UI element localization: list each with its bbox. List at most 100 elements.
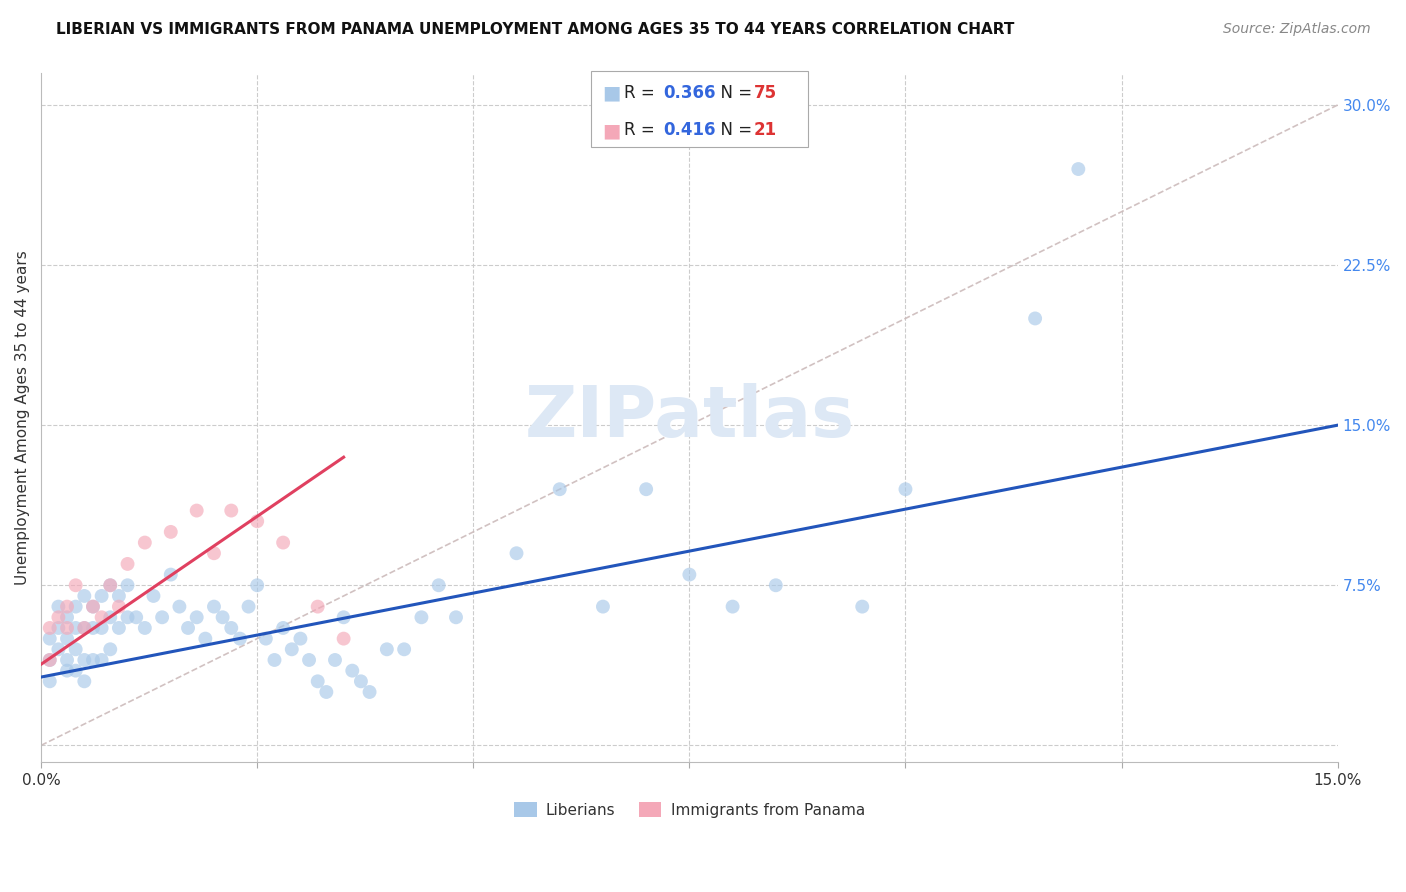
- Point: [894, 482, 917, 496]
- Point: [108, 621, 131, 635]
- Point: [298, 653, 321, 667]
- Point: [281, 642, 304, 657]
- Point: [350, 674, 373, 689]
- Point: [307, 674, 329, 689]
- Point: [38, 621, 60, 635]
- Point: [150, 610, 173, 624]
- Point: [392, 642, 415, 657]
- Point: [82, 621, 104, 635]
- Point: [134, 621, 156, 635]
- Point: [98, 642, 121, 657]
- Point: [82, 653, 104, 667]
- Point: [56, 599, 79, 614]
- Point: [56, 653, 79, 667]
- Point: [323, 653, 346, 667]
- Point: [82, 599, 104, 614]
- Text: 21: 21: [754, 121, 776, 139]
- Point: [678, 567, 700, 582]
- Point: [186, 503, 208, 517]
- Point: [125, 610, 148, 624]
- Point: [219, 621, 242, 635]
- Point: [90, 653, 112, 667]
- Y-axis label: Unemployment Among Ages 35 to 44 years: Unemployment Among Ages 35 to 44 years: [15, 251, 30, 585]
- Point: [229, 632, 252, 646]
- Point: [505, 546, 527, 560]
- Point: [108, 589, 131, 603]
- Point: [636, 482, 658, 496]
- Text: 75: 75: [754, 84, 776, 102]
- Point: [117, 610, 139, 624]
- Point: [219, 503, 242, 517]
- Point: [48, 599, 70, 614]
- Point: [142, 589, 165, 603]
- Point: [98, 610, 121, 624]
- Point: [73, 621, 96, 635]
- Point: [194, 632, 217, 646]
- Point: [721, 599, 744, 614]
- Text: LIBERIAN VS IMMIGRANTS FROM PANAMA UNEMPLOYMENT AMONG AGES 35 TO 44 YEARS CORREL: LIBERIAN VS IMMIGRANTS FROM PANAMA UNEMP…: [56, 22, 1015, 37]
- Text: N =: N =: [710, 121, 758, 139]
- Point: [186, 610, 208, 624]
- Point: [254, 632, 277, 646]
- Point: [202, 546, 225, 560]
- Point: [765, 578, 787, 592]
- Point: [211, 610, 233, 624]
- Text: Source: ZipAtlas.com: Source: ZipAtlas.com: [1223, 22, 1371, 37]
- Point: [342, 664, 364, 678]
- Point: [90, 621, 112, 635]
- Point: [307, 599, 329, 614]
- Text: ■: ■: [602, 121, 620, 140]
- Point: [82, 599, 104, 614]
- Point: [65, 621, 87, 635]
- Point: [315, 685, 337, 699]
- Point: [73, 674, 96, 689]
- Point: [65, 578, 87, 592]
- Point: [548, 482, 571, 496]
- Point: [851, 599, 873, 614]
- Point: [90, 589, 112, 603]
- Point: [246, 578, 269, 592]
- Point: [98, 578, 121, 592]
- Text: R =: R =: [624, 121, 661, 139]
- Point: [56, 610, 79, 624]
- Point: [108, 599, 131, 614]
- Point: [38, 653, 60, 667]
- Point: [159, 524, 181, 539]
- Legend: Liberians, Immigrants from Panama: Liberians, Immigrants from Panama: [508, 796, 870, 823]
- Point: [271, 535, 294, 549]
- Point: [169, 599, 191, 614]
- Point: [177, 621, 200, 635]
- Point: [375, 642, 398, 657]
- Text: N =: N =: [710, 84, 758, 102]
- Point: [290, 632, 312, 646]
- Point: [271, 621, 294, 635]
- Point: [38, 653, 60, 667]
- Point: [246, 514, 269, 528]
- Point: [202, 599, 225, 614]
- Point: [56, 632, 79, 646]
- Point: [332, 632, 354, 646]
- Point: [427, 578, 450, 592]
- Point: [90, 610, 112, 624]
- Text: ZIPatlas: ZIPatlas: [524, 384, 855, 452]
- Point: [65, 642, 87, 657]
- Point: [159, 567, 181, 582]
- Point: [1067, 162, 1090, 177]
- Point: [263, 653, 285, 667]
- Point: [73, 653, 96, 667]
- Point: [117, 578, 139, 592]
- Point: [117, 557, 139, 571]
- Point: [65, 664, 87, 678]
- Point: [65, 599, 87, 614]
- Point: [98, 578, 121, 592]
- Point: [444, 610, 467, 624]
- Point: [48, 610, 70, 624]
- Point: [411, 610, 433, 624]
- Point: [56, 664, 79, 678]
- Point: [359, 685, 381, 699]
- Point: [38, 632, 60, 646]
- Point: [134, 535, 156, 549]
- Point: [38, 674, 60, 689]
- Text: R =: R =: [624, 84, 661, 102]
- Point: [56, 621, 79, 635]
